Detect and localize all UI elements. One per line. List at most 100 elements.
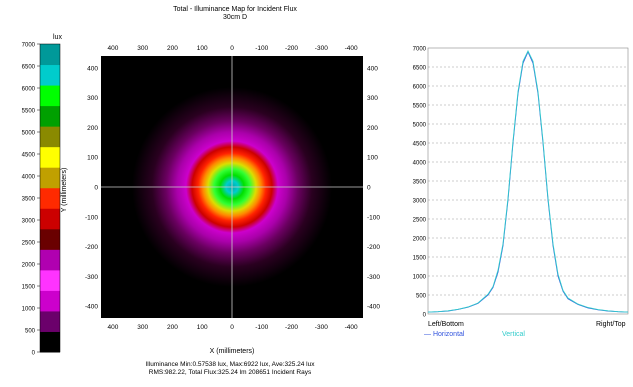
- x-tick-bottom: 200: [167, 324, 178, 331]
- x-axis-label: X (millimeters): [209, 348, 255, 355]
- y-tick-right: -300: [367, 274, 380, 281]
- colorbar-tick-label: 2500: [22, 241, 36, 247]
- y-tick-right: 200: [367, 125, 378, 132]
- legend-horizontal-label: Horizontal: [432, 331, 465, 338]
- profile-series-vertical: [427, 49, 629, 313]
- y-tick-right: -400: [367, 304, 380, 311]
- x-tick-bottom: 0: [230, 324, 234, 331]
- colorbar-segment: [40, 167, 60, 189]
- profile-y-tick-label: 4000: [413, 161, 427, 167]
- profile-y-tick-label: 500: [416, 294, 427, 300]
- colorbar-tick-label: 6000: [22, 87, 36, 93]
- chart-title: Total - Illuminance Map for Incident Flu…: [173, 6, 297, 13]
- stats-line-2: RMS:982.22, Total Flux:325.24 lm 208651 …: [148, 369, 312, 376]
- x-tick-top: 0: [230, 45, 234, 52]
- profile-left-label: Left/Bottom: [428, 321, 464, 328]
- colorbar-tick-label: 5000: [22, 131, 36, 137]
- colorbar-tick-label: 1000: [22, 307, 36, 313]
- colorbar-svg: 0 500 1000 1500 2000 2500 3000 3500 4000 4500 5000…: [22, 43, 61, 357]
- colorbar-tick-label: 7000: [22, 43, 36, 49]
- profile-y-tick-label: 1000: [413, 275, 427, 281]
- colorbar-segment: [40, 187, 60, 209]
- profile-y-tick-label: 3500: [413, 180, 427, 186]
- y-tick-right: 300: [367, 95, 378, 102]
- colorbar-segment: [40, 208, 60, 230]
- x-tick-bottom: 400: [107, 324, 118, 331]
- profile-y-tick-label: 6500: [413, 66, 427, 72]
- x-tick-bottom: -300: [315, 324, 328, 331]
- profile-y-tick-label: 2000: [413, 237, 427, 243]
- y-tick-right: 0: [367, 185, 371, 192]
- x-tick-top: 300: [137, 45, 148, 52]
- chart-subtitle: 30cm D: [222, 14, 248, 21]
- colorbar: 0 500 1000 1500 2000 2500 3000 3500 4000 4500 5000…: [0, 0, 100, 387]
- colorbar-unit: lux: [53, 34, 62, 41]
- profile-plot-svg: 0 500 1000 1500 2000 2500 3000 3500 4000 4500 5000…: [413, 47, 629, 319]
- y-tick-right: -100: [367, 214, 380, 221]
- colorbar-tick-label: 1500: [22, 285, 36, 291]
- colorbar-tick-label: 4500: [22, 153, 36, 159]
- colorbar-segment: [40, 126, 60, 148]
- colorbar-segment: [40, 269, 60, 291]
- illuminance-map: 400 300 200 100 0 -100 -200 -300 -400 400 300 200 10…: [61, 45, 380, 355]
- legend-horizontal: — Horizontal: [424, 331, 464, 339]
- x-tick-bottom: -400: [345, 324, 358, 331]
- y-tick-left: -200: [85, 244, 98, 251]
- colorbar-tick-label: 4000: [22, 175, 36, 181]
- y-tick-left: -100: [85, 214, 98, 221]
- colorbar-segment: [40, 85, 60, 107]
- colorbar-segment: [40, 64, 60, 86]
- x-tick-top: -100: [255, 45, 268, 52]
- profile-y-tick-label: 7000: [413, 47, 427, 53]
- colorbar-tick-label: 6500: [22, 65, 36, 71]
- colorbar-tick-label: 500: [25, 329, 36, 335]
- x-tick-bottom: 300: [137, 324, 148, 331]
- colorbar-segment: [40, 249, 60, 271]
- x-tick-top: -300: [315, 45, 328, 52]
- y-tick-right: -200: [367, 244, 380, 251]
- colorbar-segment: [40, 105, 60, 127]
- profile-y-tick-label: 0: [423, 313, 427, 319]
- x-tick-top: 100: [197, 45, 208, 52]
- illuminance-map-svg: 400 300 200 100 0 -100 -200 -300 -400 400 300 200 10…: [85, 45, 380, 331]
- y-tick-left: 200: [87, 125, 98, 132]
- y-tick-left: -300: [85, 274, 98, 281]
- colorbar-tick-label: 0: [32, 351, 36, 357]
- x-tick-top: 400: [107, 45, 118, 52]
- y-tick-left: 100: [87, 155, 98, 162]
- colorbar-segment: [40, 310, 60, 332]
- stats-line-1: Illuminance Min:0.57538 lux, Max:6922 lu…: [145, 361, 315, 368]
- colorbar-tick-label: 2000: [22, 263, 36, 269]
- y-tick-right: 400: [367, 65, 378, 72]
- profile-y-tick-label: 2500: [413, 218, 427, 224]
- y-tick-left: 300: [87, 95, 98, 102]
- legend-vertical-label: Vertical: [502, 331, 525, 338]
- colorbar-segment: [40, 331, 60, 353]
- x-tick-bottom: 100: [197, 324, 208, 331]
- x-tick-top: -400: [345, 45, 358, 52]
- profile-y-tick-label: 6000: [413, 85, 427, 91]
- colorbar-segment: [40, 290, 60, 312]
- y-tick-left: 0: [94, 185, 98, 192]
- profile-right-label: Right/Top: [596, 321, 626, 328]
- colorbar-tick-label: 3500: [22, 197, 36, 203]
- colorbar-segment: [40, 228, 60, 250]
- profile-y-tick-label: 3000: [413, 199, 427, 205]
- x-tick-bottom: -100: [255, 324, 268, 331]
- x-tick-top: -200: [285, 45, 298, 52]
- y-tick-left: -400: [85, 304, 98, 311]
- colorbar-segment: [40, 146, 60, 168]
- x-tick-top: 200: [167, 45, 178, 52]
- profile-plot: 0 500 1000 1500 2000 2500 3000 3500 4000 4500 5000…: [400, 0, 633, 387]
- profile-y-tick-label: 4500: [413, 142, 427, 148]
- x-tick-bottom: -200: [285, 324, 298, 331]
- colorbar-tick-label: 5500: [22, 109, 36, 115]
- colorbar-tick-label: 3000: [22, 219, 36, 225]
- profile-y-tick-label: 5000: [413, 123, 427, 129]
- y-tick-right: 100: [367, 155, 378, 162]
- y-axis-label: Y (millimeters): [61, 167, 68, 213]
- legend-horizontal-line-icon: —: [424, 331, 431, 338]
- profile-y-tick-label: 1500: [413, 256, 427, 262]
- colorbar-segment: [40, 44, 60, 66]
- legend-vertical: Vertical: [502, 331, 525, 339]
